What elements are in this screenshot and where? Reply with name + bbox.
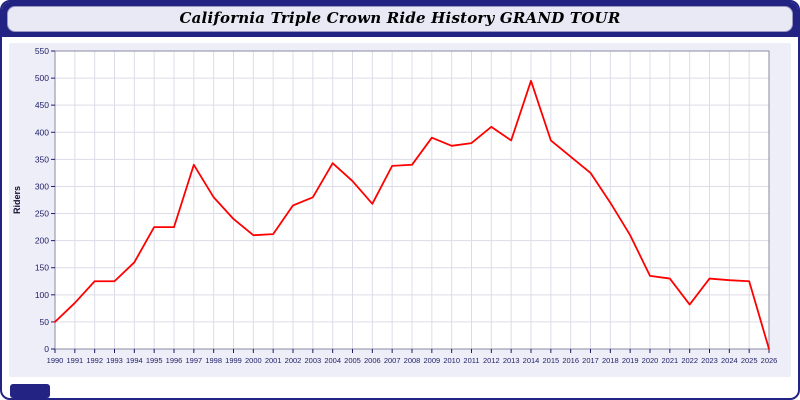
svg-text:2017: 2017	[582, 356, 599, 365]
svg-text:2019: 2019	[622, 356, 639, 365]
svg-text:2020: 2020	[642, 356, 659, 365]
svg-text:400: 400	[35, 127, 49, 137]
svg-text:2011: 2011	[463, 356, 479, 365]
svg-text:2000: 2000	[245, 356, 262, 365]
svg-text:1990: 1990	[47, 356, 64, 365]
svg-text:2001: 2001	[265, 356, 282, 365]
svg-text:150: 150	[35, 263, 49, 273]
svg-text:2021: 2021	[661, 356, 678, 365]
svg-text:2018: 2018	[602, 356, 619, 365]
page-title: California Triple Crown Ride History GRA…	[179, 9, 621, 27]
svg-text:450: 450	[35, 100, 49, 110]
svg-text:2002: 2002	[285, 356, 302, 365]
svg-text:1999: 1999	[225, 356, 242, 365]
svg-text:1992: 1992	[86, 356, 103, 365]
svg-text:2007: 2007	[384, 356, 401, 365]
svg-text:500: 500	[35, 73, 49, 83]
svg-text:2006: 2006	[364, 356, 381, 365]
svg-text:2010: 2010	[443, 356, 460, 365]
svg-text:2023: 2023	[701, 356, 718, 365]
footer-badge	[10, 384, 50, 398]
svg-text:2005: 2005	[344, 356, 361, 365]
svg-text:1991: 1991	[66, 356, 83, 365]
svg-text:1998: 1998	[205, 356, 222, 365]
svg-text:2003: 2003	[304, 356, 321, 365]
svg-text:Riders: Riders	[12, 186, 22, 214]
svg-text:200: 200	[35, 236, 49, 246]
svg-text:2014: 2014	[523, 356, 540, 365]
footer-strip	[2, 377, 798, 398]
svg-text:100: 100	[35, 290, 49, 300]
svg-text:1997: 1997	[185, 356, 202, 365]
svg-text:2015: 2015	[542, 356, 559, 365]
svg-text:2024: 2024	[721, 356, 738, 365]
svg-text:0: 0	[44, 344, 49, 354]
title-bar: California Triple Crown Ride History GRA…	[2, 2, 798, 37]
svg-text:2013: 2013	[503, 356, 520, 365]
svg-text:300: 300	[35, 181, 49, 191]
svg-text:2004: 2004	[324, 356, 341, 365]
svg-text:2012: 2012	[483, 356, 500, 365]
svg-text:2026: 2026	[761, 356, 778, 365]
svg-text:2025: 2025	[741, 356, 758, 365]
svg-text:50: 50	[40, 317, 50, 327]
svg-text:2022: 2022	[681, 356, 698, 365]
svg-text:1995: 1995	[146, 356, 163, 365]
svg-text:250: 250	[35, 209, 49, 219]
svg-text:1996: 1996	[166, 356, 183, 365]
svg-text:1993: 1993	[106, 356, 123, 365]
svg-text:2008: 2008	[404, 356, 421, 365]
svg-text:2016: 2016	[562, 356, 579, 365]
svg-text:550: 550	[35, 46, 49, 56]
svg-text:1994: 1994	[126, 356, 143, 365]
svg-text:2009: 2009	[423, 356, 440, 365]
chart-panel: 0 50 100 150 200 250 300 350 400 450 500 550 1990 199…	[9, 43, 791, 377]
title-box: California Triple Crown Ride History GRA…	[7, 6, 793, 32]
svg-text:350: 350	[35, 154, 49, 164]
